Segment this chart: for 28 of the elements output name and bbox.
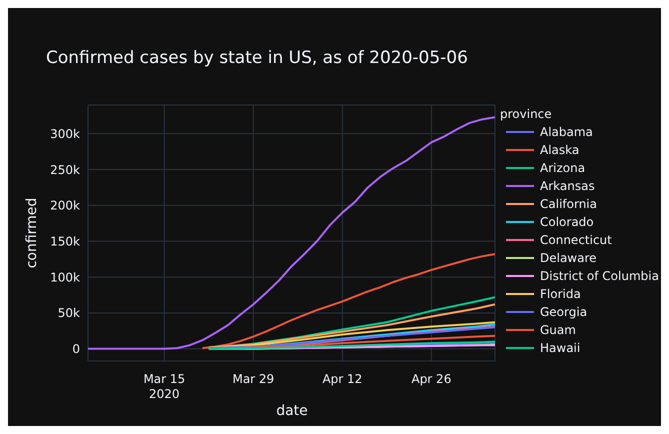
legend-label: Georgia — [540, 305, 588, 319]
y-tick-label: 100k — [50, 270, 80, 284]
legend-label: Delaware — [540, 251, 597, 265]
legend-label: Guam — [540, 323, 576, 337]
x-tick-label: Mar 15 2020 — [143, 372, 186, 401]
y-tick-label: 50k — [58, 306, 80, 320]
legend-label: Florida — [540, 287, 581, 301]
x-tick-label: Apr 12 — [322, 372, 362, 386]
x-axis-title: date — [276, 403, 308, 419]
x-tick-label: Apr 26 — [411, 372, 452, 386]
y-tick-label: 300k — [50, 126, 80, 141]
legend-label: Hawaii — [540, 341, 580, 355]
legend-label: Colorado — [540, 215, 594, 229]
y-tick-label: 250k — [50, 162, 80, 177]
legend-label: California — [540, 197, 597, 211]
legend-label: District of Columbia — [540, 269, 659, 283]
legend-label: Alaska — [540, 143, 580, 157]
legend-label: Arkansas — [540, 179, 595, 193]
legend-title: province — [500, 106, 553, 123]
y-axis-title: confirmed — [24, 198, 40, 268]
x-tick-label: Mar 29 — [232, 372, 274, 386]
legend-label: Alabama — [540, 125, 593, 139]
legend-label: Connecticut — [540, 233, 612, 247]
y-tick-label: 200k — [50, 198, 80, 213]
y-tick-label: 0 — [72, 342, 80, 356]
chart-title: Confirmed cases by state in US, as of 2020-05-06 — [46, 48, 468, 68]
legend-label: Arizona — [540, 161, 586, 175]
y-tick-label: 150k — [50, 234, 80, 249]
